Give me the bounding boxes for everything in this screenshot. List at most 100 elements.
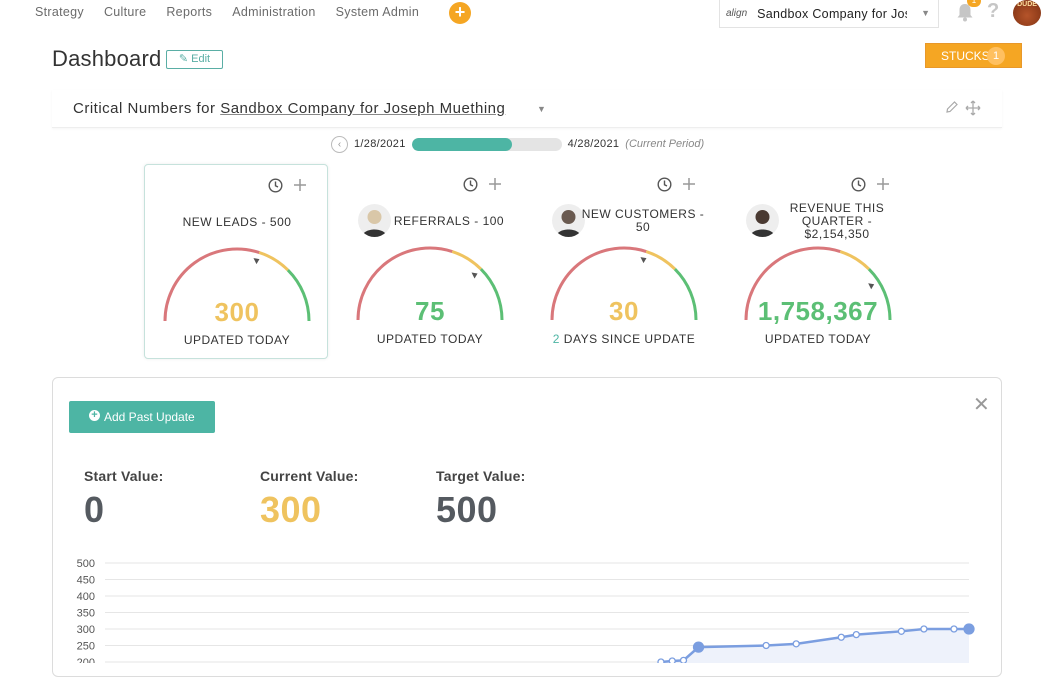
- current-value: 300: [260, 489, 322, 530]
- current-value-block: Current Value: 300: [260, 468, 359, 531]
- nav-link-system-admin[interactable]: System Admin: [335, 5, 420, 19]
- nav-link-administration[interactable]: Administration: [232, 5, 316, 19]
- clock-icon[interactable]: [657, 177, 672, 192]
- gauge-chart: [356, 246, 504, 321]
- data-point[interactable]: [762, 641, 770, 650]
- gauge-marker: [640, 257, 647, 264]
- card-value: 1,758,367: [757, 296, 879, 326]
- chevron-down-icon[interactable]: ▼: [537, 104, 546, 114]
- gauge-segment: [645, 250, 676, 271]
- data-point[interactable]: [668, 657, 676, 663]
- current-period-label: (Current Period): [625, 138, 705, 150]
- nav-link-strategy[interactable]: Strategy: [35, 5, 84, 19]
- updated-label: DAYS SINCE UPDATE: [563, 332, 696, 346]
- card-updated-status: UPDATED TODAY: [145, 333, 329, 347]
- nav-link-culture[interactable]: Culture: [103, 5, 147, 19]
- critical-number-card[interactable]: NEW CUSTOMERS - 50 30 2 DAYS SINCE UPDATE: [532, 164, 716, 359]
- gauge-segment: [356, 246, 453, 321]
- card-value: 30: [609, 296, 639, 326]
- gauge-segment: [550, 246, 647, 321]
- data-point[interactable]: [692, 641, 705, 653]
- period-start: 1/28/2021: [354, 138, 406, 150]
- clock-icon[interactable]: [268, 178, 283, 193]
- add-icon[interactable]: [682, 177, 696, 191]
- data-point[interactable]: [920, 625, 928, 633]
- y-tick-label: 500: [77, 558, 95, 570]
- data-point[interactable]: [897, 627, 906, 635]
- gauge-marker: [868, 283, 875, 290]
- gauge-segment: [286, 269, 311, 322]
- card-title: REVENUE THIS QUARTER - $2,154,350: [789, 201, 885, 241]
- company-selector[interactable]: align Sandbox Company for Joseph Muethin…: [719, 0, 939, 28]
- help-icon[interactable]: ?: [987, 0, 1000, 22]
- previous-period-icon[interactable]: ‹: [331, 135, 348, 153]
- critical-number-card[interactable]: REFERRALS - 100 75 UPDATED TODAY: [338, 164, 522, 359]
- period-bar: ‹ 1/28/2021 4/28/2021 (Current Period): [331, 135, 705, 153]
- clock-icon[interactable]: [463, 177, 478, 192]
- gauge-segment: [867, 268, 892, 321]
- detail-panel: + Add Past Update ✕ Start Value: 0 Curre…: [52, 377, 1002, 677]
- card-updated-status: 2 DAYS SINCE UPDATE: [532, 332, 716, 346]
- gauge-chart: [744, 246, 892, 321]
- notification-badge: 1: [967, 0, 981, 7]
- card-value: 300: [214, 297, 260, 327]
- clock-icon[interactable]: [851, 177, 866, 192]
- target-value-label: Target Value:: [436, 468, 526, 484]
- gauge-segment: [258, 251, 289, 272]
- data-point[interactable]: [852, 630, 860, 639]
- data-point[interactable]: [679, 656, 688, 663]
- gauge-segment: [744, 246, 841, 321]
- add-icon[interactable]: +: [449, 2, 471, 24]
- critical-numbers-header: Critical Numbers for Sandbox Company for…: [52, 90, 1002, 128]
- plus-circle-icon: +: [89, 410, 100, 421]
- data-point[interactable]: [963, 623, 975, 635]
- updated-label: UPDATED TODAY: [183, 333, 291, 347]
- critical-company-link[interactable]: Sandbox Company for Joseph Muething: [220, 100, 506, 117]
- stucks-button[interactable]: STUCKS 1: [925, 43, 1022, 68]
- add-past-update-button[interactable]: + Add Past Update: [69, 401, 215, 433]
- edit-label: Edit: [191, 53, 211, 65]
- pencil-icon[interactable]: [945, 100, 959, 114]
- card-updated-status: UPDATED TODAY: [338, 332, 522, 346]
- data-point[interactable]: [792, 640, 800, 648]
- target-value: 500: [436, 489, 498, 530]
- data-point[interactable]: [950, 625, 958, 633]
- critical-number-card[interactable]: REVENUE THIS QUARTER - $2,154,350 1,758,3…: [726, 164, 910, 359]
- period-progress: [411, 137, 562, 151]
- gauge-marker: [253, 258, 260, 265]
- page-title: Dashboard: [52, 46, 162, 71]
- data-point[interactable]: [837, 633, 845, 641]
- stucks-label: STUCKS: [941, 49, 990, 63]
- y-tick-label: 300: [77, 624, 95, 636]
- gauge-chart: [550, 246, 698, 321]
- card-updated-status: UPDATED TODAY: [726, 332, 910, 346]
- company-name: Sandbox Company for Joseph Muething: [757, 6, 907, 21]
- add-icon[interactable]: [876, 177, 890, 191]
- start-value: 0: [84, 489, 105, 530]
- history-line-chart: 500 450 400 350 300 250 200: [77, 558, 975, 663]
- card-actions: [463, 177, 502, 192]
- critical-number-card[interactable]: NEW LEADS - 500 300 UPDATED TODAY: [144, 164, 328, 359]
- y-tick-label: 400: [77, 591, 95, 603]
- y-tick-label: 250: [77, 641, 95, 653]
- edit-button[interactable]: ✎ Edit: [166, 50, 223, 69]
- updated-label: UPDATED TODAY: [764, 332, 872, 346]
- critical-prefix: Critical Numbers for: [73, 100, 216, 117]
- current-value-label: Current Value:: [260, 468, 359, 484]
- card-actions: [851, 177, 890, 192]
- period-end: 4/28/2021: [567, 138, 620, 150]
- card-title: REFERRALS - 100: [393, 214, 505, 228]
- add-icon[interactable]: [488, 177, 502, 191]
- y-tick-label: 450: [77, 575, 95, 587]
- add-icon[interactable]: [293, 178, 307, 192]
- user-avatar[interactable]: DUDE: [1013, 0, 1041, 26]
- nav-link-reports[interactable]: Reports: [166, 5, 213, 19]
- card-title: NEW LEADS - 500: [182, 215, 292, 229]
- move-icon[interactable]: [965, 100, 981, 116]
- y-tick-label: 200: [77, 657, 95, 663]
- align-logo: align: [726, 8, 748, 19]
- bell-icon[interactable]: [955, 2, 975, 22]
- close-icon[interactable]: ✕: [973, 394, 990, 416]
- nav-links: Strategy Culture Reports Administration Syst…: [35, 5, 439, 19]
- target-value-block: Target Value: 500: [436, 468, 525, 531]
